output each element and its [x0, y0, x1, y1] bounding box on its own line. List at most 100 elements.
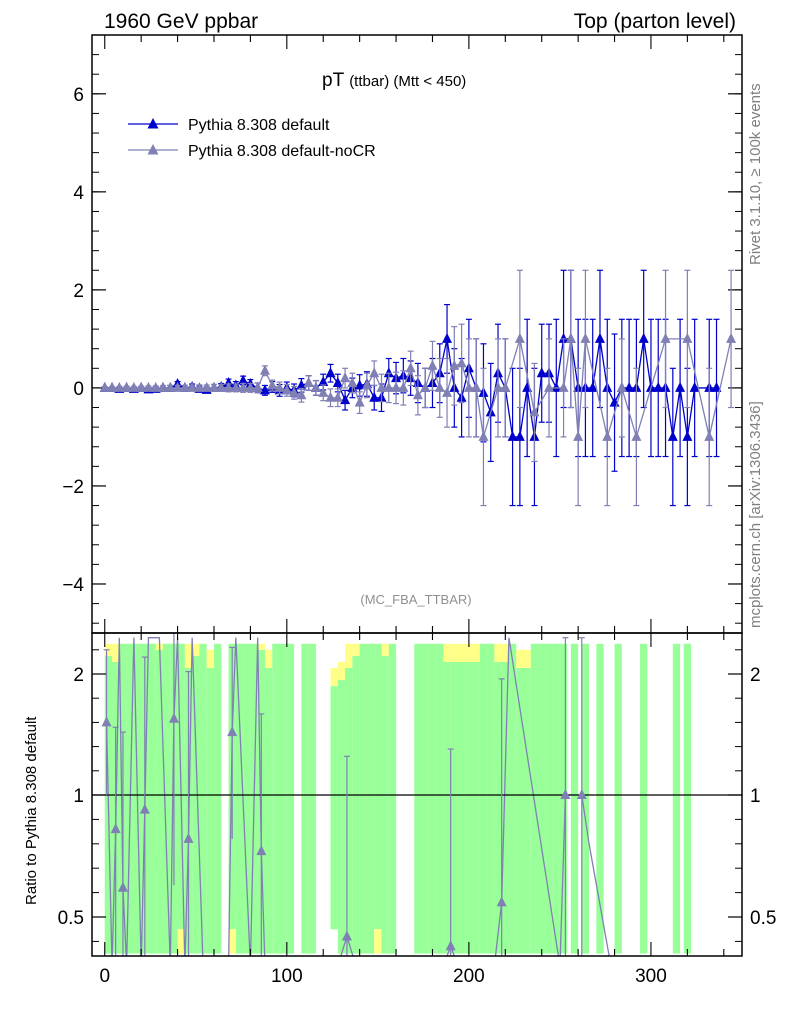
data-point: [136, 381, 147, 392]
ratio-ytick-label-right: 2: [750, 665, 761, 686]
data-point: [631, 430, 642, 441]
ratio-band-yellow: [472, 643, 480, 662]
data-point: [340, 394, 351, 405]
ratio-band-green: [148, 643, 156, 954]
ratio-band-green: [457, 661, 466, 954]
ratio-ytick-label: 1: [73, 786, 84, 807]
ratio-band-yellow: [177, 929, 185, 954]
data-point: [507, 430, 518, 441]
data-point: [332, 391, 343, 402]
data-point: [616, 381, 627, 392]
ratio-band-green: [487, 643, 495, 954]
data-point: [689, 381, 700, 392]
main-ytick-label: −2: [62, 477, 84, 498]
ratio-panel: 0.5 0.5 1 1 2 2 0 100 200 300 Ratio to Pythia 8.…: [23, 632, 776, 987]
ratio-ytick-label: 2: [73, 665, 84, 686]
header-right: Top (parton level): [574, 10, 736, 33]
ratio-point: [341, 930, 352, 941]
data-point: [624, 381, 635, 392]
ratio-band-green: [545, 643, 553, 954]
data-point: [405, 362, 416, 373]
ratio-point: [576, 789, 587, 799]
data-point: [391, 381, 402, 392]
header-left: 1960 GeV ppbar: [104, 10, 258, 33]
ratio-band-yellow: [112, 643, 120, 662]
data-point: [318, 376, 329, 387]
ratio-ytick-label: 0.5: [58, 908, 84, 929]
ratio-point: [101, 716, 112, 727]
legend-marker-default: [147, 118, 159, 129]
data-point: [594, 332, 605, 343]
data-point: [412, 389, 423, 400]
data-point: [347, 377, 358, 388]
data-point: [216, 381, 227, 392]
data-point: [471, 381, 482, 392]
data-point: [463, 381, 474, 392]
ratio-band-green: [388, 643, 397, 954]
main-x-ticks: [104, 35, 725, 633]
data-point: [230, 381, 241, 392]
ratio-ytick-label-right: 1: [750, 786, 761, 807]
data-point: [194, 381, 205, 392]
main-y-ticks: −4 −2 0 2 4 6: [62, 54, 742, 624]
ratio-point: [256, 845, 267, 856]
ratio-band-yellow: [264, 649, 273, 668]
data-point: [558, 381, 569, 392]
data-point: [332, 377, 343, 388]
data-point: [711, 381, 722, 392]
ratio-band-green: [479, 643, 488, 954]
data-point: [340, 372, 351, 383]
ratio-xtick-label: 300: [635, 966, 667, 987]
ratio-band-yellow: [206, 649, 214, 668]
ratio-band-yellow: [184, 643, 193, 668]
data-point: [158, 381, 169, 392]
data-point: [223, 381, 234, 392]
data-point: [558, 332, 569, 343]
data-point: [128, 381, 139, 392]
ratio-band-green: [345, 667, 353, 954]
data-point: [238, 374, 249, 385]
ratio-point: [117, 881, 128, 892]
ratio-xtick-label: 0: [99, 966, 110, 987]
ratio-band-yellow: [516, 649, 524, 668]
ratio-band-green: [206, 667, 214, 954]
ratio-band-green: [414, 643, 422, 954]
data-point: [383, 367, 394, 378]
data-point: [281, 384, 292, 395]
ratio-point: [445, 940, 456, 951]
plot-title: pT (ttbar) (Mtt < 450): [322, 70, 466, 91]
ratio-bands: [104, 643, 692, 954]
data-point: [121, 381, 132, 392]
ratio-band-green: [272, 643, 280, 954]
ratio-band-green: [494, 661, 502, 954]
ratio-band-yellow: [330, 667, 338, 687]
ratio-band-green: [279, 643, 287, 954]
legend-label-default: Pythia 8.308 default: [188, 117, 330, 134]
ratio-band-green: [330, 686, 338, 930]
data-point: [274, 381, 285, 392]
data-point: [114, 381, 125, 392]
ratio-band-green: [359, 643, 367, 954]
ratio-band-green: [570, 643, 579, 954]
legend: Pythia 8.308 default Pythia 8.308 defaul…: [128, 117, 376, 160]
data-point: [427, 359, 438, 370]
ratio-band-green: [596, 643, 604, 954]
data-point: [303, 377, 314, 388]
data-point: [179, 381, 190, 392]
ratio-band-yellow: [374, 929, 382, 954]
data-point: [514, 332, 525, 343]
data-point: [420, 381, 431, 392]
ratio-xtick-label: 200: [453, 966, 485, 987]
ratio-band-yellow: [257, 643, 265, 650]
main-ytick-label: 2: [73, 281, 84, 302]
ratio-band-yellow: [352, 643, 360, 656]
data-point: [536, 367, 547, 378]
ratio-band-green: [443, 661, 451, 954]
data-point: [296, 389, 307, 400]
rivet-label: Rivet 3.1.10, ≥ 100k events: [747, 83, 764, 265]
ratio-band-green: [614, 643, 622, 954]
data-point: [150, 381, 161, 392]
data-point: [376, 381, 387, 392]
ratio-ytick-label-right: 0.5: [750, 908, 776, 929]
